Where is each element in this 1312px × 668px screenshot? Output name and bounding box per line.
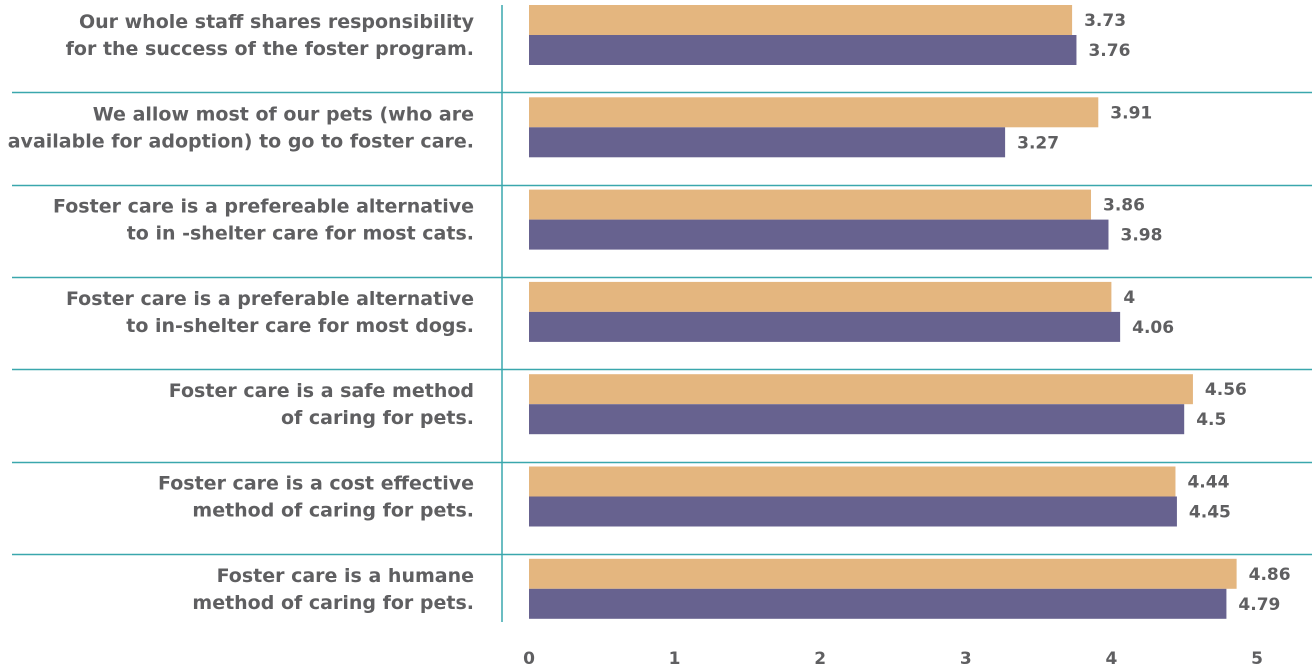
bar [529, 374, 1193, 405]
bar [529, 496, 1177, 527]
category-label-line: to in-shelter care for most dogs. [126, 315, 474, 337]
data-label: 3.91 [1110, 103, 1152, 123]
category-label-line: Foster care is a humane [217, 565, 474, 587]
category-label: We allow most of our pets (who are availa… [8, 103, 474, 152]
data-label: 4.45 [1189, 503, 1231, 523]
data-label: 4.06 [1132, 318, 1174, 338]
data-label: 3.86 [1103, 196, 1145, 216]
category-label-line: method of caring for pets. [192, 592, 474, 614]
category-label: Foster care is a preferable alternative t… [66, 288, 474, 337]
value-labels-group: 3.73 3.76 3.91 3.27 3.86 3.98 4 4.06 4.56 4.5 4.44… [1017, 11, 1290, 615]
data-label: 3.27 [1017, 133, 1059, 153]
x-axis-ticks-group: 0 1 2 3 4 5 [523, 649, 1263, 668]
bar [529, 127, 1006, 158]
category-label-line: Foster care is a preferable alternative [66, 288, 474, 310]
category-label-line: method of caring for pets. [192, 500, 474, 522]
category-label: Foster care is a cost effective method of… [158, 473, 474, 522]
x-tick-label: 1 [669, 649, 681, 668]
category-labels-group: Our whole staff shares responsibility for… [8, 11, 475, 614]
category-label-line: Foster care is a cost effective [158, 473, 474, 495]
bar [529, 466, 1176, 497]
data-label: 3.73 [1084, 11, 1126, 31]
data-label: 4.44 [1187, 473, 1229, 493]
x-tick-label: 3 [960, 649, 972, 668]
bar [529, 35, 1077, 65]
category-label-line: to in -shelter care for most cats. [127, 223, 474, 245]
data-label: 4.56 [1205, 380, 1247, 400]
category-label-line: of caring for pets. [281, 407, 474, 429]
data-label: 4 [1123, 288, 1135, 308]
category-label-line: for the success of the foster program. [66, 38, 474, 60]
category-label-line: Our whole staff shares responsibility [79, 11, 475, 33]
x-tick-label: 4 [1105, 649, 1117, 668]
bar [529, 588, 1227, 619]
category-label-line: We allow most of our pets (who are [93, 103, 474, 125]
bar [529, 281, 1112, 312]
category-label-line: available for adoption) to go to foster … [8, 130, 474, 152]
data-label: 4.79 [1238, 595, 1280, 615]
category-label-line: Foster care is a prefereable alternative [53, 196, 474, 218]
x-tick-label: 2 [814, 649, 826, 668]
x-tick-label: 0 [523, 649, 535, 668]
category-label-line: Foster care is a safe method [169, 380, 474, 402]
category-label: Foster care is a humane method of caring … [192, 565, 474, 614]
data-label: 4.86 [1249, 565, 1291, 585]
row-separators [12, 91, 1312, 556]
category-label: Foster care is a prefereable alternative… [53, 196, 474, 245]
bar [529, 404, 1185, 435]
category-label: Foster care is a safe method of caring fo… [169, 380, 474, 429]
category-label: Our whole staff shares responsibility for… [66, 11, 475, 60]
bar [529, 311, 1121, 342]
bar [529, 97, 1099, 128]
bar [529, 189, 1092, 220]
data-label: 4.5 [1196, 410, 1226, 430]
bars-group [529, 5, 1237, 619]
bar [529, 219, 1109, 250]
x-tick-label: 5 [1251, 649, 1263, 668]
bar [529, 5, 1073, 35]
data-label: 3.76 [1088, 41, 1130, 61]
data-label: 3.98 [1120, 226, 1162, 246]
bar [529, 558, 1237, 589]
